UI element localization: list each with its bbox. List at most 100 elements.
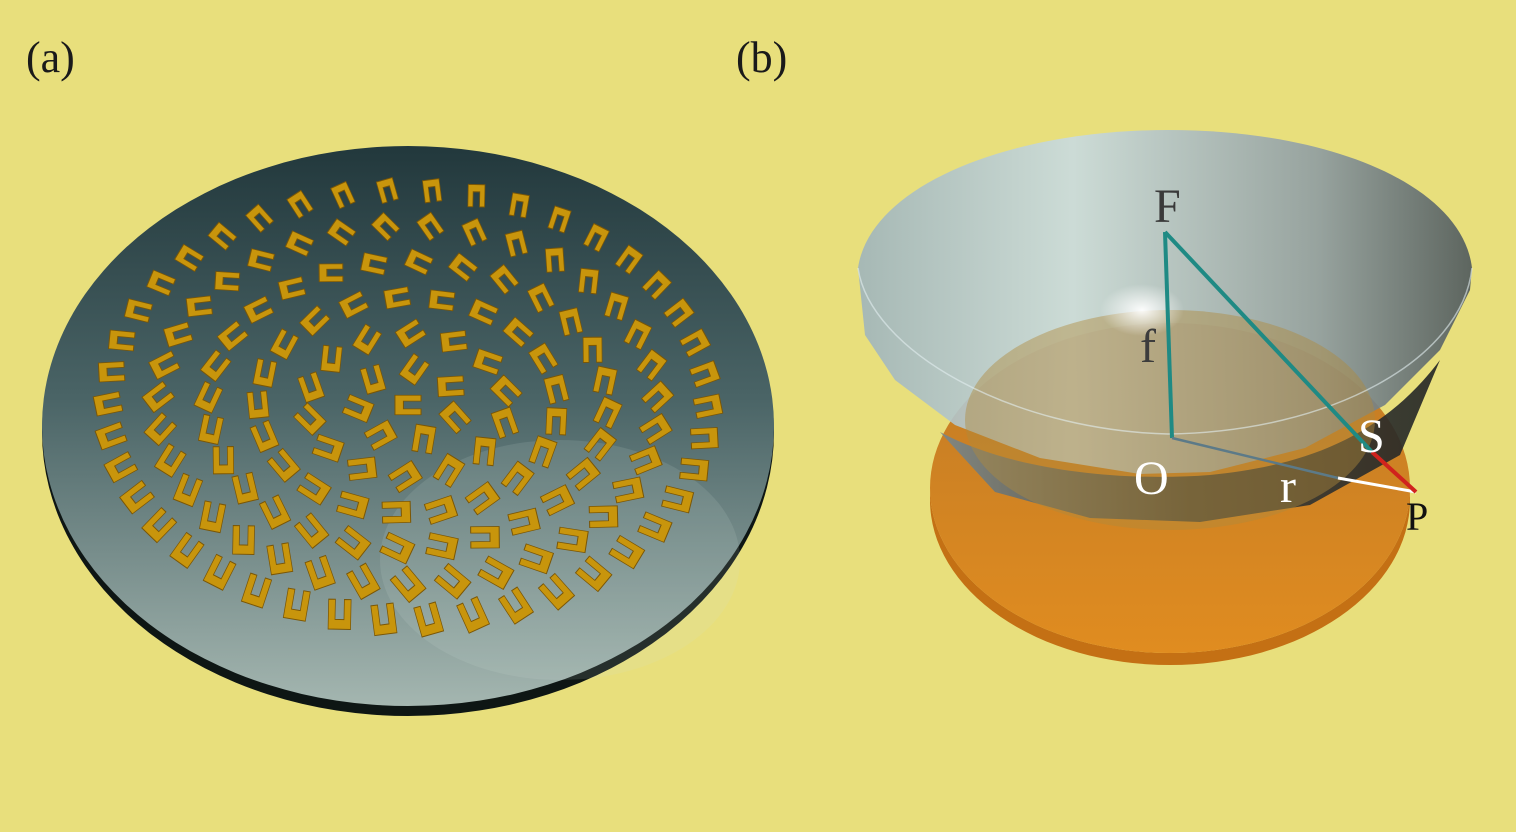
split-ring-resonator [297,371,326,404]
split-ring-resonator [363,419,398,451]
split-ring-resonator [558,307,584,337]
split-ring-resonator [296,472,332,506]
split-ring-resonator [439,330,468,353]
split-ring-resonator [148,350,181,381]
split-ring-resonator [338,290,370,320]
split-ring-resonator [490,406,520,440]
split-ring-resonator [438,400,472,435]
split-ring-resonator [335,490,370,520]
split-ring-resonator [464,481,501,516]
split-ring-resonator [635,348,668,382]
split-ring-resonator [467,183,486,208]
split-ring-resonator [143,411,178,447]
split-ring-resonator [539,484,576,517]
split-ring-resonator [246,390,270,420]
split-ring-resonator [436,375,465,398]
split-ring-resonator [258,494,292,530]
split-ring-resonator [172,472,204,508]
split-ring-resonator [544,247,565,273]
split-ring-resonator [582,222,610,253]
split-ring-resonator [425,532,459,561]
split-ring-resonator [370,211,401,242]
s-to-p-line [1370,450,1418,494]
split-ring-resonator [577,267,600,295]
split-ring-resonator [456,596,491,634]
split-ring-resonator [612,476,645,504]
split-ring-resonator [123,298,154,323]
split-ring-resonator [240,572,273,609]
split-ring-resonator [582,336,603,363]
split-ring-resonator [153,442,187,478]
focal-axis-line [1163,231,1174,439]
split-ring-resonator [588,505,619,528]
split-ring-resonator [692,393,724,419]
split-ring-resonator [304,554,336,591]
split-ring-resonator [603,291,630,322]
split-ring-resonator [489,374,523,408]
split-ring-resonator [375,176,399,205]
point-label-p: P [1406,494,1428,539]
split-ring-resonator [641,269,673,301]
split-ring-resonator [528,342,559,375]
split-ring-resonator [447,252,479,283]
lens-diagram: F f O r S P [857,130,1473,665]
bowl-highlight [1100,284,1184,336]
split-ring-resonator [141,380,176,414]
split-ring-resonator [583,426,618,462]
split-ring-resonator [169,531,205,569]
split-ring-resonator [545,407,568,436]
split-ring-resonator [489,263,520,295]
split-ring-resonator [411,423,437,455]
split-ring-resonator [423,494,459,525]
split-ring-resonator [689,360,721,389]
split-ring-resonator [216,320,249,352]
split-ring-resonator [359,363,387,395]
split-ring-resonator [286,189,314,220]
split-ring-resonator [292,402,327,437]
split-ring-resonator [500,460,535,497]
split-ring-resonator [346,562,381,601]
split-ring-resonator [592,396,623,430]
split-ring-resonator [679,457,710,482]
split-ring-resonator [282,587,311,622]
split-ring-resonator [360,252,388,276]
split-ring-resonator [497,586,535,625]
split-ring-resonator [518,543,555,575]
point-label-o: O [1134,452,1169,505]
split-ring-resonator [507,507,541,536]
split-ring-resonator [467,298,499,326]
split-ring-resonator [432,452,466,489]
focus-to-s-line [1163,230,1374,454]
split-ring-resonator [370,602,398,637]
split-ring-resonator [146,269,177,297]
split-ring-resonator [472,348,504,376]
split-ring-resonator [341,393,375,424]
split-ring-resonator [556,526,589,554]
split-ring-resonator [661,485,695,514]
bowl-rim-line [857,267,1473,435]
split-ring-resonator [232,525,255,555]
split-ring-resonator [389,565,427,604]
split-ring-resonator [421,178,443,204]
split-ring-resonator [433,562,472,600]
segment-label-f: f [1140,320,1156,373]
point-label-f: F [1154,180,1181,233]
panel-label-a: (a) [26,33,75,82]
split-ring-resonator [592,365,618,396]
split-ring-resonator [202,553,237,591]
split-ring-resonator [141,506,178,544]
split-ring-resonator [394,394,422,416]
split-ring-resonator [628,445,663,476]
split-ring-resonator [638,412,673,446]
split-ring-resonator [537,572,576,611]
split-ring-resonator [574,555,613,593]
split-ring-resonator [94,421,128,451]
split-ring-resonator [327,598,352,630]
split-ring-resonator [547,205,572,234]
split-ring-resonator [640,380,675,414]
split-ring-resonator [461,217,488,247]
split-ring-resonator [508,192,530,219]
split-ring-resonator [413,601,445,638]
radius-line-outer [1337,476,1417,494]
